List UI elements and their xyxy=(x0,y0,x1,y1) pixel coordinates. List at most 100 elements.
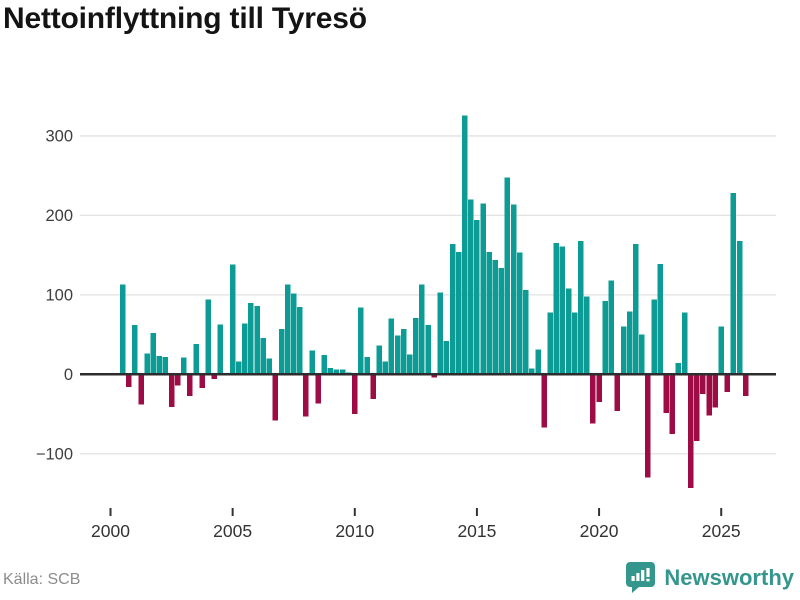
bar xyxy=(687,374,694,488)
bar xyxy=(174,374,181,386)
bar xyxy=(559,246,566,375)
x-axis-tick-label: 2025 xyxy=(702,521,741,541)
bar xyxy=(480,203,486,375)
bar xyxy=(211,374,218,380)
bar xyxy=(632,244,639,375)
newsworthy-logo-icon xyxy=(626,562,656,593)
bar xyxy=(474,220,480,375)
bar xyxy=(144,353,150,375)
bar xyxy=(400,329,407,375)
bar xyxy=(504,177,511,375)
bar xyxy=(407,354,413,375)
bar xyxy=(541,374,547,428)
bar xyxy=(376,345,382,375)
bar xyxy=(425,325,431,375)
bar xyxy=(217,324,224,375)
bar xyxy=(608,280,615,375)
newsworthy-logo-text: Newsworthy xyxy=(664,564,794,590)
bar xyxy=(382,361,389,375)
bar xyxy=(168,374,175,407)
bar xyxy=(352,374,358,415)
bar xyxy=(694,374,700,442)
bar xyxy=(181,357,187,375)
bar xyxy=(248,302,254,375)
bar xyxy=(742,374,749,396)
bar xyxy=(516,252,523,375)
bar xyxy=(584,296,590,375)
bar xyxy=(284,284,291,375)
bar xyxy=(132,325,138,375)
bar xyxy=(303,374,309,417)
bar xyxy=(138,374,144,405)
bar xyxy=(272,374,279,421)
bar xyxy=(565,288,572,375)
bar xyxy=(199,374,205,388)
newsworthy-logo[interactable]: Newsworthy xyxy=(625,561,794,594)
x-axis-tick-label: 2005 xyxy=(213,521,252,541)
x-axis-tick-label: 2010 xyxy=(335,521,374,541)
bar xyxy=(431,374,437,378)
bar xyxy=(156,356,163,375)
bar xyxy=(614,374,621,411)
bar-chart: 300 200 100 0 −100 2000 2005 2010 2015 2020 2025 xyxy=(36,115,776,541)
bar xyxy=(205,299,211,375)
bar xyxy=(571,312,578,375)
bar xyxy=(126,374,132,388)
bar xyxy=(333,369,340,375)
bar xyxy=(413,317,419,375)
y-axis-tick-label: 300 xyxy=(45,127,73,145)
bar xyxy=(468,199,474,375)
bar xyxy=(510,204,517,375)
bar xyxy=(535,349,541,375)
chart-title: Nettoinflyttning till Tyresö xyxy=(3,2,367,35)
source-note: Källa: SCB xyxy=(3,571,81,588)
bar xyxy=(162,356,169,375)
bar xyxy=(449,244,456,375)
bar xyxy=(657,263,663,375)
bar xyxy=(364,356,370,375)
bar xyxy=(620,326,627,375)
bar xyxy=(388,318,395,375)
bar xyxy=(663,374,669,414)
bar xyxy=(669,374,676,434)
bar xyxy=(675,363,682,375)
bar xyxy=(394,335,401,375)
bar xyxy=(718,326,724,375)
bar xyxy=(681,312,688,375)
y-axis-tick-label: 0 xyxy=(64,366,73,384)
bar xyxy=(358,307,364,375)
bar xyxy=(590,374,596,424)
y-axis-tick-label: −100 xyxy=(36,445,73,463)
x-axis-tick-label: 2015 xyxy=(457,521,496,541)
bar xyxy=(553,243,560,375)
bar xyxy=(706,374,712,416)
bar xyxy=(260,337,266,375)
bar xyxy=(700,374,706,395)
bar xyxy=(626,311,633,375)
bar xyxy=(242,323,248,375)
bar xyxy=(730,193,737,375)
bar xyxy=(492,259,498,375)
bar xyxy=(297,306,303,375)
bar xyxy=(315,374,321,404)
bar xyxy=(187,374,193,396)
bar xyxy=(529,368,535,375)
y-axis-tick-label: 200 xyxy=(45,207,73,225)
bar xyxy=(455,251,462,375)
bar xyxy=(193,344,199,375)
bar xyxy=(278,329,285,375)
bar xyxy=(645,374,651,478)
bar xyxy=(498,267,505,375)
y-axis-tick-label: 100 xyxy=(45,286,73,304)
bar xyxy=(254,305,260,375)
bar xyxy=(651,299,657,375)
bar xyxy=(119,284,126,375)
bar xyxy=(712,374,718,408)
bar xyxy=(309,350,315,375)
bar xyxy=(229,264,236,375)
bar xyxy=(578,240,584,375)
bar xyxy=(639,334,645,375)
bar xyxy=(370,374,376,399)
bar xyxy=(523,290,529,375)
bar xyxy=(437,292,444,375)
